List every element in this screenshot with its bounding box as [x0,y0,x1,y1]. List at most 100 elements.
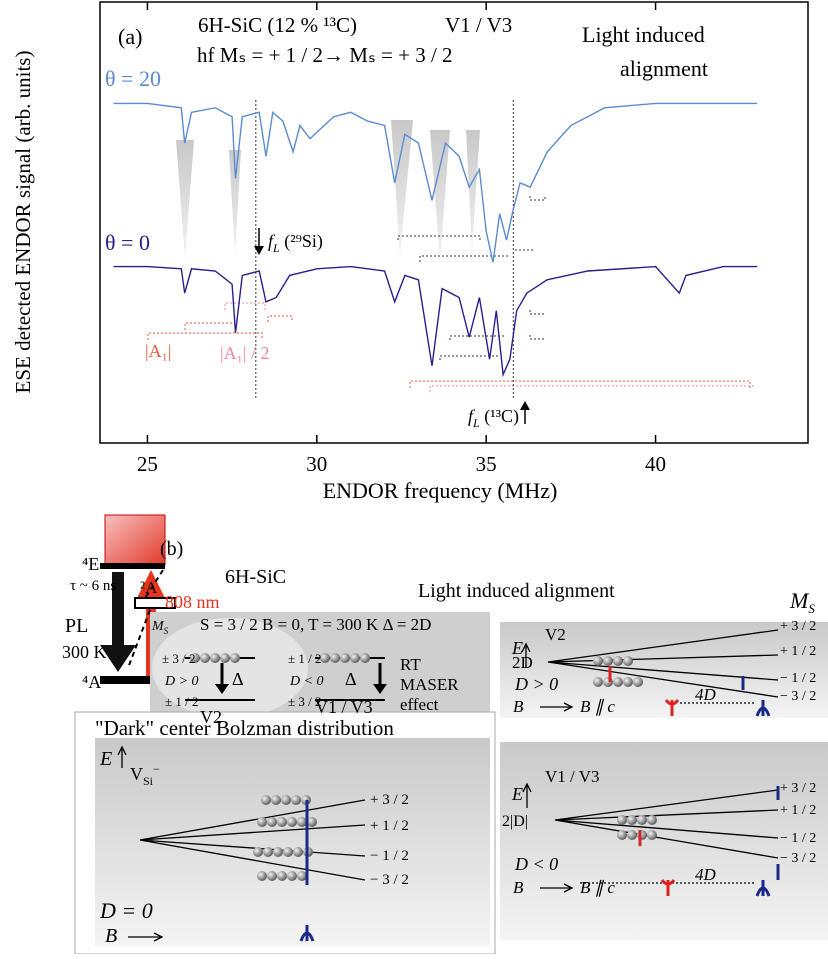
spin [230,653,240,663]
spin [307,817,317,827]
spin [277,871,287,881]
spin [633,677,643,687]
spectrum [113,102,758,263]
spin [320,653,330,663]
spin [277,817,287,827]
zeeman-lines [117,629,779,942]
diagram-label: B [513,697,524,716]
diagram-label: V1 / V3 [545,767,599,786]
arrowhead [254,246,264,255]
highlight [152,618,308,718]
spin [200,653,210,663]
spin [617,830,627,840]
spin [297,871,307,881]
diagram-label: S = 3 / 2 B = 0, T = 300 K Δ = 2D [200,615,431,634]
spin [267,871,277,881]
symbol: f [468,406,476,426]
spin [360,653,370,663]
spin [283,847,293,857]
diagram-label: + 3 / 2 [780,619,816,634]
v2-box [500,622,828,718]
annotation: alignment [620,56,708,81]
series-label: θ = 0 [105,230,150,255]
diagram-label: D > 0 [514,674,558,694]
symbol: V [130,764,143,784]
diagram-label: ± 3 / 2 [288,694,322,709]
x-tick-label: 35 [476,452,497,476]
annotation: Light induced [582,22,705,47]
diagram-label: E [99,748,112,770]
spin [297,817,307,827]
v1v3-box [500,742,828,940]
x-tick-label: 40 [645,452,666,476]
annotation: hf Mₛ = + 1 / 2→ Mₛ = + 3 / 2 [197,43,453,67]
diagram-label: ± 1 / 2 [165,694,199,709]
x-axis-label: ENDOR frequency (MHz) [323,478,558,503]
spin [647,830,657,840]
diagram-label: ± 3 / 2 [162,651,196,666]
diagram-label: − 3 / 2 [370,872,409,888]
spin [291,795,301,805]
annotation: (a) [118,24,142,49]
spin [261,795,271,805]
diagram-label: − 1 / 2 [780,671,816,686]
diagram-label: MASER [400,675,459,694]
arrowhead [373,684,387,694]
spin [271,795,281,805]
spin [627,815,637,825]
diagram-label: 2|D| [502,813,528,830]
spin [267,817,277,827]
diagram-label: effect [400,695,439,714]
diagram-label: 2D [512,653,533,672]
subscript: S [808,601,815,616]
spin [340,653,350,663]
diagram-label: E [511,784,523,804]
symbol: M [151,619,165,634]
spin [293,847,303,857]
subscript: Si [143,774,154,788]
diagram-label: "Dark" center Bolzman distribution [95,716,394,740]
spin [647,815,657,825]
diagram-label: B ∥ c [580,697,615,716]
superscript: − [153,762,160,776]
subscript: S [164,626,169,636]
x-tick-label: 30 [306,452,327,476]
spin [257,817,267,827]
diagram-label: 4D [695,865,717,884]
diagram-label: 6H-SiC [225,566,286,588]
diagram-label: Light induced alignment [418,580,615,602]
diagram-label: V1 / V3 [315,697,373,717]
spin [627,830,637,840]
diagram-label: + 1 / 2 [780,644,816,659]
subscript: L [472,416,480,430]
diagram-label: τ ~ 6 ns [70,578,116,594]
symbol: M [789,588,810,613]
spin [617,815,627,825]
chart-a: 25 30 35 40 θ = 20 θ = 0 [99,1,809,476]
spin [287,871,297,881]
spin [603,656,613,666]
spin [210,653,220,663]
spin [593,677,603,687]
nucleus: (²⁹Si) [280,231,323,252]
spin [273,847,283,857]
symbol: f [268,231,276,251]
subscript: L [272,241,280,255]
center-name: VSi− [130,762,160,788]
ms-label: MS [789,588,815,616]
diagram-label: ⁴A [82,672,101,692]
diagram-label: Δ [232,669,244,689]
diagram-label: B ∥ c [580,878,615,897]
larmor-c: fL (¹³C) [468,406,519,430]
diagram-label: ± 1 / 2 [288,651,322,666]
diagram-label: D > 0 [164,674,199,689]
spin [190,653,200,663]
spin [593,656,603,666]
diagram-label: + 3 / 2 [780,781,816,796]
diagram-label: 808 nm [165,592,220,612]
spin [220,653,230,663]
diagram-label: RT [400,655,421,674]
diagram-label: ²A [140,578,158,597]
